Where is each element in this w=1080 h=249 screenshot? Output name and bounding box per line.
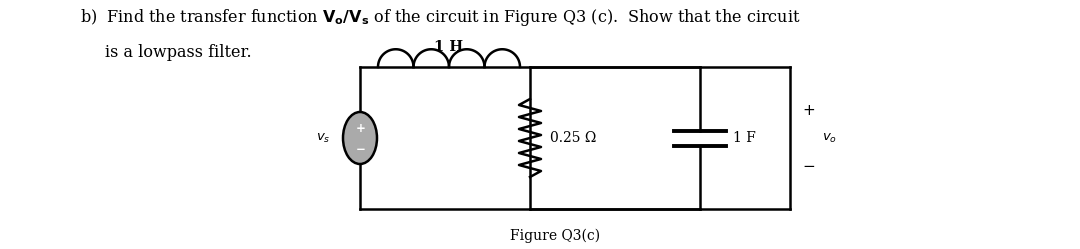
Text: 1 F: 1 F bbox=[733, 131, 756, 145]
Text: +: + bbox=[356, 122, 366, 134]
Text: $\mathit{v_o}$: $\mathit{v_o}$ bbox=[822, 131, 837, 145]
Text: $\mathit{v_s}$: $\mathit{v_s}$ bbox=[315, 131, 330, 145]
Text: is a lowpass filter.: is a lowpass filter. bbox=[105, 44, 252, 61]
Text: +: + bbox=[802, 103, 814, 118]
Text: Figure Q3(c): Figure Q3(c) bbox=[510, 229, 600, 243]
Text: −: − bbox=[356, 143, 366, 157]
Ellipse shape bbox=[343, 112, 377, 164]
Text: b)  Find the transfer function $\mathbf{V_o/V_s}$ of the circuit in Figure Q3 (c: b) Find the transfer function $\mathbf{V… bbox=[80, 7, 800, 28]
Text: −: − bbox=[802, 159, 814, 174]
Text: 0.25 Ω: 0.25 Ω bbox=[550, 131, 596, 145]
Text: 1 H: 1 H bbox=[434, 40, 463, 54]
